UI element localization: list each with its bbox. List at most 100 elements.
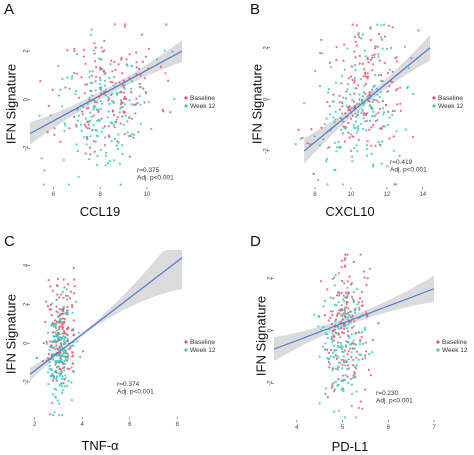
data-point (71, 305, 74, 308)
data-point (376, 93, 379, 96)
data-point (341, 105, 344, 108)
data-point (60, 293, 63, 296)
regression-line (29, 257, 183, 375)
data-point (363, 49, 366, 52)
data-point (349, 321, 352, 324)
x-tick-label: 6 (128, 422, 132, 428)
legend-label: Baseline (438, 95, 463, 102)
data-point (339, 117, 342, 120)
data-point (124, 97, 127, 100)
data-point (366, 277, 369, 280)
data-point (123, 25, 126, 28)
data-point (346, 47, 349, 50)
data-point (352, 290, 356, 293)
data-point (104, 79, 107, 82)
data-point (388, 137, 391, 140)
data-point (73, 72, 76, 75)
data-point (326, 336, 329, 340)
data-point (344, 127, 347, 130)
data-point (324, 348, 328, 351)
data-point (354, 126, 357, 130)
data-point (144, 55, 147, 58)
data-point (361, 291, 364, 294)
data-point (123, 84, 126, 87)
data-point (173, 97, 176, 100)
data-point (327, 88, 330, 91)
data-point (364, 120, 367, 123)
data-point (331, 313, 334, 316)
data-point (163, 49, 166, 52)
data-point (58, 325, 61, 328)
data-point (376, 99, 379, 102)
data-point (353, 77, 356, 80)
x-tick-label: 4 (81, 422, 85, 428)
data-point (142, 87, 145, 90)
data-point (65, 288, 68, 291)
data-point (331, 383, 334, 386)
data-point (346, 280, 349, 283)
data-point (54, 359, 57, 363)
data-point (91, 81, 94, 84)
data-point (62, 278, 65, 281)
data-point (48, 308, 51, 311)
data-point (64, 377, 67, 380)
data-point (51, 341, 54, 344)
data-point (371, 108, 374, 111)
data-point (356, 150, 359, 153)
data-point (86, 120, 89, 123)
data-point (393, 109, 396, 112)
data-point (392, 109, 395, 113)
data-point (387, 110, 390, 113)
data-point (164, 72, 167, 75)
data-point (391, 113, 394, 117)
data-point (342, 59, 345, 62)
data-point (354, 40, 357, 43)
data-point (103, 39, 106, 42)
data-point (338, 321, 341, 324)
data-point (122, 97, 126, 101)
data-point (344, 296, 347, 299)
data-point (332, 356, 335, 359)
data-point (338, 94, 341, 97)
panel-d: D IFN Signature PD-L1 4 5 6 7 -2 0 2 BaselineWeek … (250, 233, 468, 454)
data-point (80, 76, 83, 79)
data-point (83, 92, 86, 95)
data-point (130, 64, 133, 67)
data-point (107, 125, 110, 128)
data-point (350, 149, 353, 152)
data-point (61, 389, 64, 392)
data-point (344, 310, 347, 313)
data-point (58, 354, 61, 357)
correlation-annotation: r=0.374 (117, 381, 140, 388)
data-point (333, 410, 336, 413)
data-point (357, 138, 360, 141)
legend-marker (432, 96, 436, 100)
data-point (365, 147, 368, 151)
data-point (107, 134, 110, 137)
y-axis-title: IFN Signature (3, 294, 18, 374)
data-point (88, 70, 91, 73)
data-point (407, 67, 410, 70)
data-point (343, 306, 346, 309)
x-tick-label: 8 (176, 422, 180, 428)
data-point (114, 137, 117, 140)
data-point (48, 367, 52, 370)
data-point (59, 342, 63, 345)
data-point (332, 100, 335, 103)
data-point (112, 110, 115, 113)
data-point (52, 323, 55, 326)
correlation-annotation: r=0.419 (390, 159, 413, 166)
data-point (330, 386, 333, 389)
data-point (374, 73, 377, 77)
data-point (353, 309, 356, 312)
data-point (297, 128, 300, 131)
data-point (377, 101, 380, 104)
data-point (346, 353, 349, 356)
legend-label: Week 12 (190, 103, 216, 110)
data-point (337, 332, 340, 335)
data-point (342, 374, 345, 377)
data-point (342, 390, 345, 393)
data-point (343, 68, 346, 71)
data-point (318, 355, 321, 358)
data-point (113, 159, 116, 162)
